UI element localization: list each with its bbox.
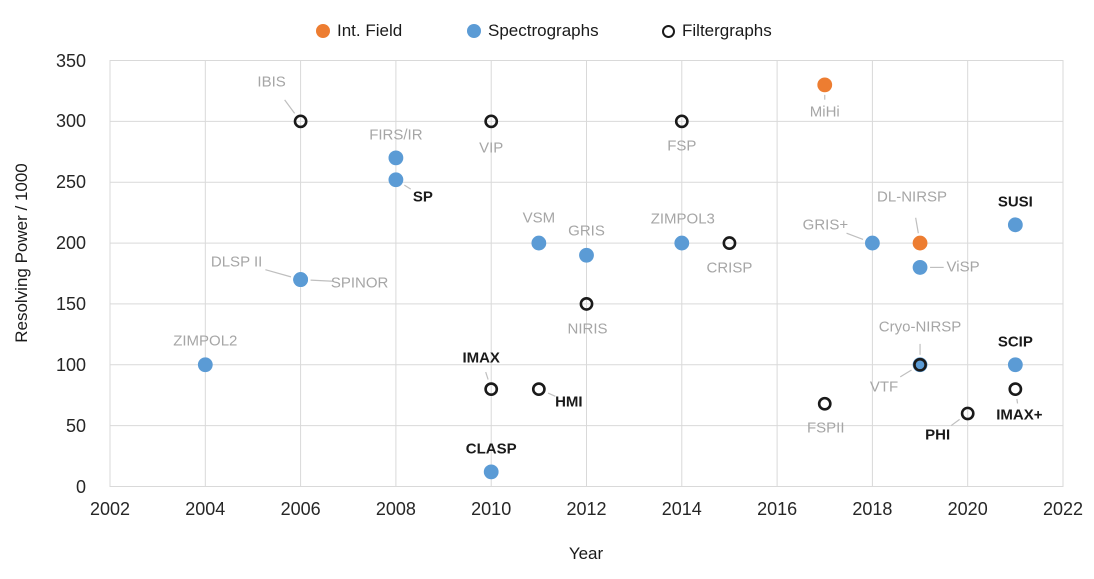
point-fspii — [817, 396, 832, 411]
point-label-spinor: SPINOR — [330, 274, 389, 292]
point-firs-ir — [388, 150, 404, 166]
y-tick-label: 50 — [65, 415, 86, 436]
point-label-imax: IMAX — [462, 349, 500, 367]
point-label-dlsp-ii: DLSP II — [210, 253, 263, 271]
point-label-mihi: MiHi — [809, 103, 840, 121]
point-vtf — [913, 357, 927, 372]
point-label-hmi: HMI — [555, 393, 583, 411]
leader-line-vtf — [899, 369, 912, 378]
point-label-imax: IMAX+ — [996, 406, 1043, 424]
leader-line-phi — [950, 418, 960, 427]
leader-line-gris — [846, 232, 864, 241]
point-label-gris: GRIS — [568, 222, 605, 240]
y-tick-label: 0 — [75, 476, 86, 497]
legend-label: Filtergraphs — [682, 21, 772, 40]
leader-line-ibis — [284, 99, 296, 114]
point-vsm — [531, 235, 547, 251]
int-field-marker-icon — [316, 24, 330, 38]
leader-line-hmi — [547, 392, 556, 397]
point-gris — [865, 235, 880, 251]
point-label-zimpol2: ZIMPOL2 — [173, 332, 238, 350]
x-tick-label: 2008 — [375, 499, 416, 519]
leader-line-dl-nirsp — [915, 217, 919, 234]
point-label-zimpol3: ZIMPOL3 — [650, 210, 715, 228]
point-ibis — [293, 114, 308, 129]
point-label-gris: GRIS+ — [802, 216, 849, 234]
point-label-crisp: CRISP — [706, 259, 753, 277]
x-tick-label: 2022 — [1042, 499, 1084, 519]
point-imax — [1008, 382, 1023, 397]
point-dl-nirsp — [912, 235, 928, 251]
point-label-dl-nirsp: DL-NIRSP — [877, 188, 948, 206]
point-label-firs-ir: FIRS/IR — [369, 126, 423, 144]
point-gris — [579, 247, 594, 263]
point-clasp — [483, 464, 499, 480]
point-label-scip: SCIP — [997, 333, 1033, 351]
y-tick-label: 250 — [55, 172, 86, 193]
point-label-cryo-nirsp: Cryo-NIRSP — [878, 318, 962, 336]
point-hmi — [531, 382, 546, 397]
legend-item-filtergraphs: Filtergraphs — [662, 20, 772, 42]
point-label-ibis: IBIS — [257, 73, 286, 91]
point-label-phi: PHI — [925, 426, 951, 444]
point-fsp — [674, 114, 689, 129]
legend-item-spectrographs: Spectrographs — [467, 20, 599, 42]
point-zimpol2 — [197, 357, 213, 373]
point-label-visp: ViSP — [946, 258, 980, 276]
point-label-fsp: FSP — [667, 137, 697, 155]
x-tick-label: 2020 — [947, 499, 988, 519]
legend-label: Spectrographs — [488, 21, 599, 40]
x-tick-label: 2018 — [852, 499, 893, 519]
leader-line-dlsp-ii — [265, 269, 292, 278]
point-label-vtf: VTF — [869, 378, 899, 396]
x-tick-label: 2002 — [89, 499, 131, 519]
filtergraphs-marker-icon — [662, 24, 675, 38]
point-crisp — [722, 236, 737, 250]
legend-label: Int. Field — [337, 21, 403, 40]
x-tick-label: 2016 — [757, 499, 798, 519]
point-scip — [1007, 357, 1023, 373]
point-label-niris: NIRIS — [567, 320, 608, 338]
point-phi — [960, 406, 975, 421]
x-tick-label: 2014 — [661, 499, 702, 519]
point-imax — [484, 382, 499, 397]
point-sp — [388, 172, 404, 188]
y-tick-label: 150 — [55, 293, 86, 314]
point-zimpol3 — [674, 235, 690, 251]
point-label-clasp: CLASP — [465, 440, 517, 458]
point-label-fspii: FSPII — [806, 419, 845, 437]
y-tick-label: 100 — [55, 354, 86, 375]
leader-line-spinor — [310, 279, 334, 282]
y-tick-label: 200 — [55, 233, 86, 254]
y-tick-label: 300 — [55, 111, 86, 132]
spectrographs-marker-icon — [467, 24, 481, 38]
x-tick-label: 2012 — [566, 499, 607, 519]
point-visp — [912, 260, 928, 275]
leader-line-sp — [404, 184, 412, 190]
point-label-susi: SUSI — [997, 193, 1033, 211]
point-label-vip: VIP — [479, 139, 504, 157]
leader-line-imax — [485, 371, 489, 380]
point-susi — [1007, 217, 1023, 233]
leader-line-imax — [1016, 398, 1019, 404]
x-tick-label: 2010 — [471, 499, 512, 519]
x-tick-label: 2004 — [185, 499, 226, 519]
y-axis-title: Resolving Power / 1000 — [12, 163, 31, 343]
x-axis-title: Year — [568, 544, 604, 563]
point-vip — [484, 114, 499, 129]
point-label-vsm: VSM — [522, 209, 556, 227]
x-tick-label: 2006 — [280, 499, 321, 519]
plot-border — [109, 60, 1064, 487]
y-tick-label: 350 — [55, 50, 86, 71]
point-niris — [579, 297, 594, 311]
point-label-sp: SP — [412, 188, 433, 206]
point-spinor — [293, 272, 308, 287]
legend-item-int-field: Int. Field — [316, 20, 402, 42]
point-mihi — [817, 77, 833, 93]
